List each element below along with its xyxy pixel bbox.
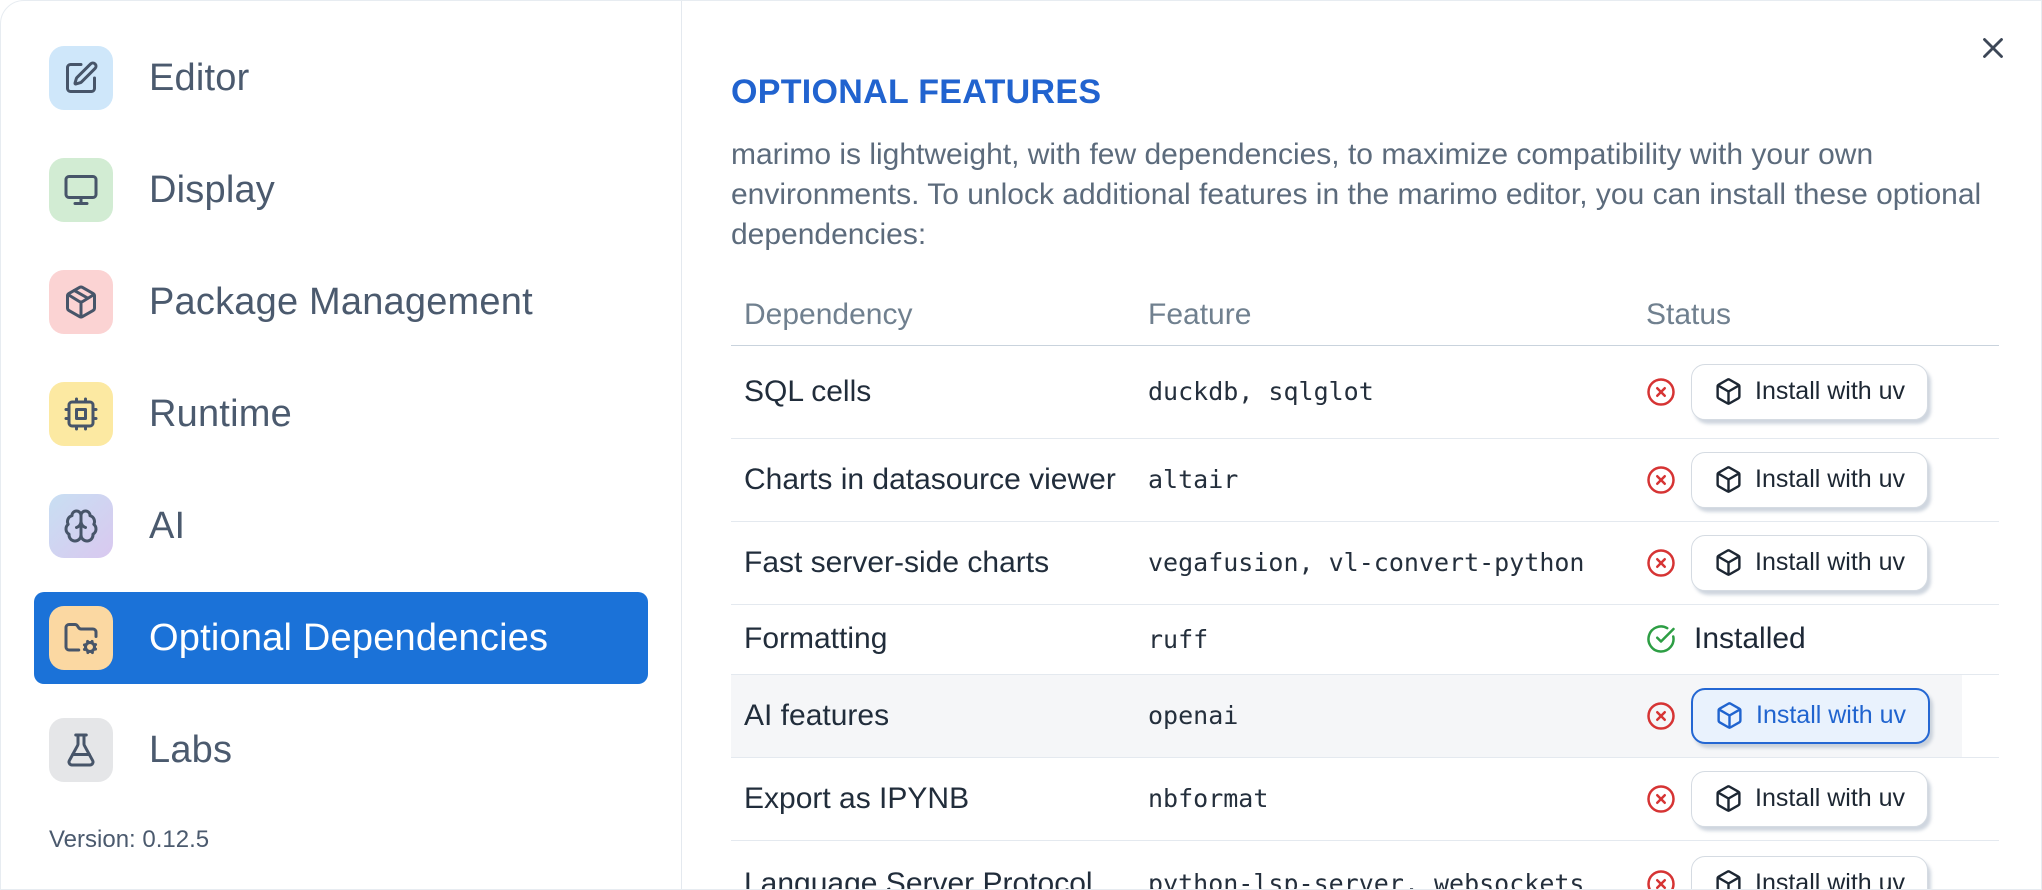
status-cell: Installed — [1646, 622, 1999, 656]
dependencies-table: Dependency Feature Status SQL cells duck… — [731, 285, 1999, 890]
status-cell: Install with uv — [1646, 451, 1999, 508]
sidebar-item-labs[interactable]: Labs — [34, 704, 648, 796]
square-pen-icon — [49, 46, 113, 110]
feature-cell: openai — [1148, 701, 1239, 731]
box-icon — [1715, 701, 1744, 730]
optional-features-panel: OPTIONAL FEATURES marimo is lightweight,… — [683, 1, 2041, 889]
box-icon — [1714, 548, 1743, 577]
circle-x-icon — [1646, 465, 1676, 495]
table-row: SQL cells duckdb, sqlglot Install with u… — [731, 346, 1999, 439]
status-cell: Install with uv — [1646, 534, 1999, 591]
sidebar-item-ai[interactable]: AI — [34, 480, 648, 572]
dependency-cell: Language Server Protocol — [744, 866, 1093, 890]
install-with-uv-button[interactable]: Install with uv — [1691, 770, 1929, 827]
sidebar-item-label: Optional Dependencies — [149, 616, 549, 659]
column-header-dependency: Dependency — [744, 297, 913, 331]
install-with-uv-button[interactable]: Install with uv — [1691, 687, 1931, 744]
table-row: AI features openai Install with uv — [731, 674, 1999, 758]
feature-cell: python-lsp-server, websockets — [1148, 869, 1585, 890]
status-cell: Install with uv — [1646, 855, 1999, 890]
circle-check-icon — [1646, 624, 1676, 654]
box-icon — [1714, 465, 1743, 494]
dependency-cell: Export as IPYNB — [744, 781, 970, 815]
sidebar-item-display[interactable]: Display — [34, 144, 648, 236]
sidebar-item-label: Package Management — [149, 280, 533, 323]
table-row: Formatting ruff Installed — [731, 605, 1999, 675]
settings-sidebar: Editor Display Package Management Runtim… — [1, 1, 682, 889]
circle-x-icon — [1646, 701, 1676, 731]
x-icon — [1976, 31, 2010, 68]
dependency-cell: Formatting — [744, 622, 888, 656]
install-with-uv-button[interactable]: Install with uv — [1691, 363, 1929, 420]
install-with-uv-button[interactable]: Install with uv — [1691, 451, 1929, 508]
dependency-cell: AI features — [744, 698, 890, 732]
description: marimo is lightweight, with few dependen… — [731, 137, 1982, 251]
monitor-icon — [49, 158, 113, 222]
brain-icon — [49, 494, 113, 558]
sidebar-item-label: Runtime — [149, 392, 292, 435]
sidebar-item-runtime[interactable]: Runtime — [34, 368, 648, 460]
circle-x-icon — [1646, 869, 1676, 890]
table-row: Export as IPYNB nbformat Install with uv — [731, 758, 1999, 841]
dependency-cell: Charts in datasource viewer — [744, 462, 1116, 496]
feature-cell: ruff — [1148, 624, 1209, 654]
version-label: Version: 0.12.5 — [49, 826, 210, 853]
box-icon — [1714, 869, 1743, 890]
status-cell: Install with uv — [1646, 363, 1999, 420]
sidebar-item-optional-dependencies[interactable]: Optional Dependencies — [34, 592, 648, 684]
dependency-cell: Fast server-side charts — [744, 545, 1050, 579]
column-header-status: Status — [1646, 297, 1732, 331]
circle-x-icon — [1646, 784, 1676, 814]
table-header: Dependency Feature Status — [731, 285, 1999, 346]
table-row: Language Server Protocol python-lsp-serv… — [731, 841, 1999, 890]
circle-x-icon — [1646, 548, 1676, 578]
feature-cell: duckdb, sqlglot — [1148, 377, 1374, 407]
package-icon — [49, 270, 113, 334]
table-body: SQL cells duckdb, sqlglot Install with u… — [731, 346, 1999, 890]
install-with-uv-button[interactable]: Install with uv — [1691, 534, 1929, 591]
install-with-uv-button[interactable]: Install with uv — [1691, 855, 1929, 890]
status-cell: Install with uv — [1646, 687, 1999, 744]
page-title: OPTIONAL FEATURES — [731, 72, 1102, 111]
table-row: Charts in datasource viewer altair Insta… — [731, 439, 1999, 522]
close-button[interactable] — [1971, 27, 2015, 71]
installed-label: Installed — [1694, 622, 1806, 656]
sidebar-item-package-management[interactable]: Package Management — [34, 256, 648, 348]
sidebar-item-label: Editor — [149, 56, 250, 99]
sidebar-item-label: Display — [149, 168, 275, 211]
feature-cell: vegafusion, vl-convert-python — [1148, 548, 1585, 578]
sidebar-item-editor[interactable]: Editor — [34, 32, 648, 124]
folder-cog-icon — [49, 606, 113, 670]
sidebar-item-label: Labs — [149, 728, 233, 771]
box-icon — [1714, 377, 1743, 406]
feature-cell: nbformat — [1148, 784, 1269, 814]
sidebar-item-label: AI — [149, 504, 186, 547]
status-cell: Install with uv — [1646, 770, 1999, 827]
feature-cell: altair — [1148, 465, 1239, 495]
box-icon — [1714, 784, 1743, 813]
dependency-cell: SQL cells — [744, 374, 872, 408]
cpu-icon — [49, 382, 113, 446]
column-header-feature: Feature — [1148, 297, 1252, 331]
table-row: Fast server-side charts vegafusion, vl-c… — [731, 522, 1999, 605]
flask-conical-icon — [49, 718, 113, 782]
circle-x-icon — [1646, 377, 1676, 407]
